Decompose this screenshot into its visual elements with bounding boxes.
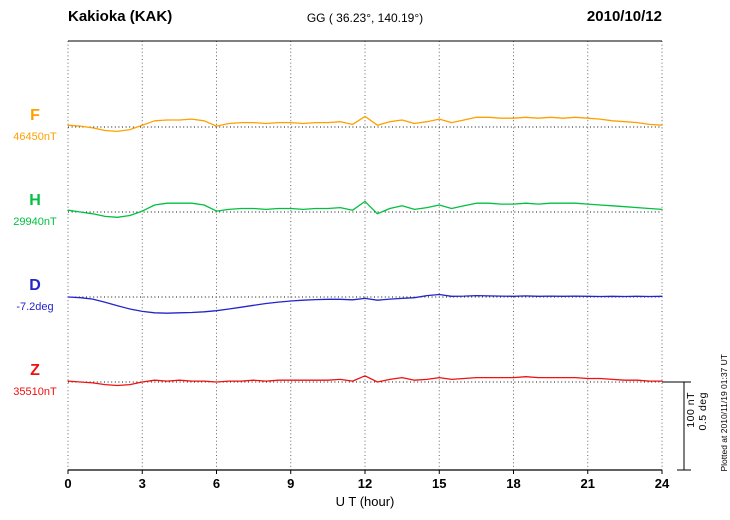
- channel-letter-F: F: [30, 107, 40, 124]
- channel-letter-H: H: [29, 192, 41, 209]
- channel-label-F: F 46450nT: [4, 108, 66, 143]
- x-tick-label: 15: [432, 476, 446, 491]
- trace-F: [67, 115, 663, 133]
- x-tick-label: 0: [64, 476, 71, 491]
- x-tick-label: 3: [139, 476, 146, 491]
- station-coordinates: GG ( 36.23°, 140.19°): [306, 11, 424, 25]
- channel-label-D: D -7.2deg: [4, 278, 66, 313]
- trace-H: [67, 200, 663, 218]
- x-tick-label: 24: [655, 476, 670, 491]
- x-tick-label: 9: [287, 476, 294, 491]
- x-tick-label: 18: [506, 476, 520, 491]
- scale-deg-label: 0.5 deg: [697, 392, 709, 431]
- channel-letter-Z: Z: [30, 362, 40, 379]
- channel-baseline-Z: 35510nT: [13, 386, 57, 398]
- x-tick-label: 12: [358, 476, 372, 491]
- scale-nt-label: 100 nT: [685, 392, 697, 428]
- plotted-at-note: Plotted at 2010/11/19 01:37 UT: [719, 354, 729, 472]
- date-label: 2010/10/12: [586, 8, 662, 25]
- trace-D: [67, 293, 663, 314]
- x-tick-label: 21: [581, 476, 595, 491]
- channel-baseline-H: 29940nT: [13, 216, 57, 228]
- channel-letter-D: D: [29, 277, 41, 294]
- x-axis-label: U T (hour): [335, 494, 395, 509]
- x-tick-label: 6: [213, 476, 220, 491]
- station-title: Kakioka (KAK): [68, 8, 173, 25]
- trace-Z: [67, 375, 663, 387]
- channel-label-H: H 29940nT: [4, 193, 66, 228]
- channel-baseline-F: 46450nT: [13, 131, 57, 143]
- channel-baseline-D: -7.2deg: [16, 301, 54, 313]
- channel-label-Z: Z 35510nT: [4, 363, 66, 398]
